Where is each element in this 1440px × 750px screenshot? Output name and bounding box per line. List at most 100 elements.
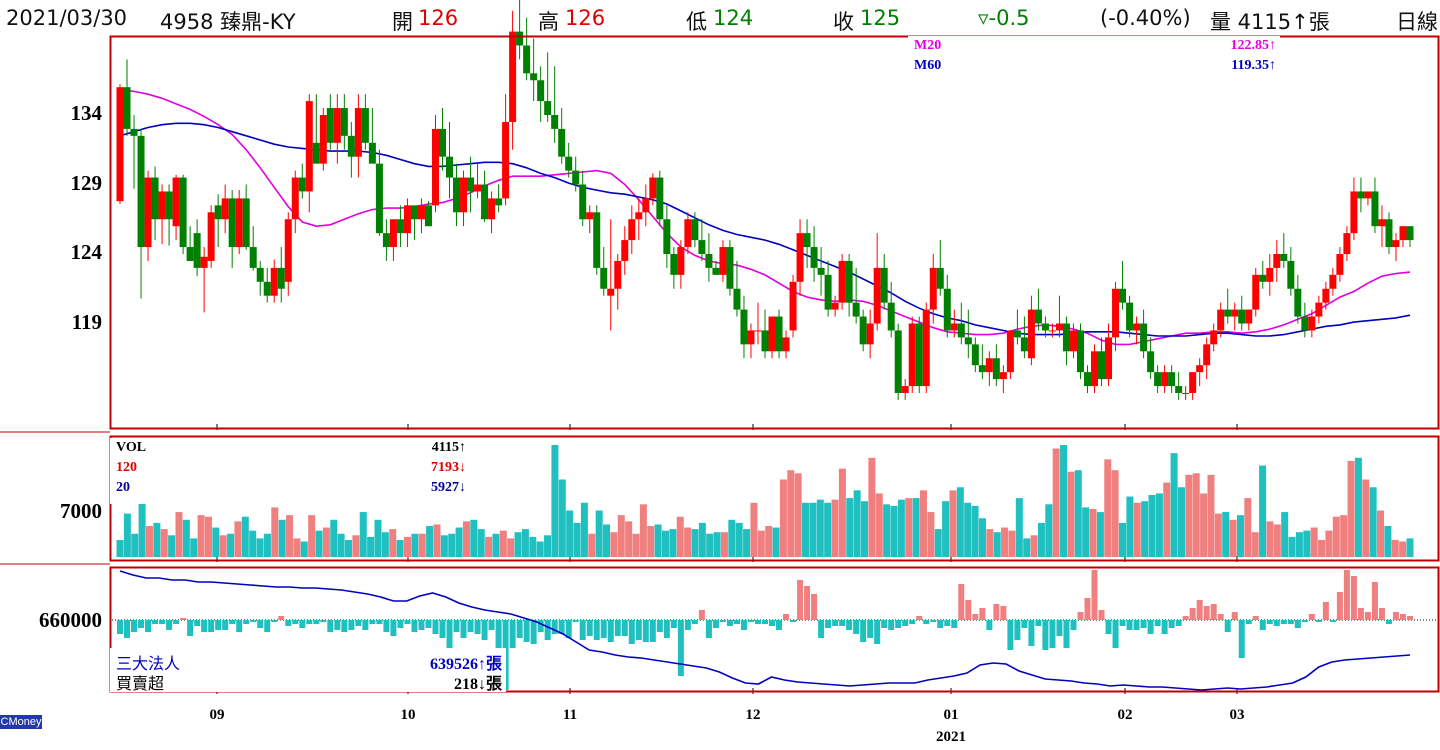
- inst-net-bar: [243, 620, 250, 624]
- volume-bar: [1377, 510, 1385, 557]
- inst-net-bar: [362, 620, 369, 630]
- inst-net-bar: [705, 620, 712, 638]
- inst-net-bar: [825, 620, 832, 628]
- volume-bar: [794, 473, 802, 557]
- inst-net-bar: [698, 610, 705, 620]
- inst-net-bar: [530, 620, 537, 644]
- volume-bar: [1369, 487, 1377, 557]
- inst-net-bar: [860, 620, 867, 642]
- inst-net-bar: [1077, 612, 1084, 620]
- candle-body: [1062, 323, 1070, 352]
- candle-body: [971, 344, 979, 366]
- candle-body: [1371, 191, 1379, 227]
- period-selector[interactable]: 日線: [1396, 10, 1438, 34]
- inst-net-bar: [1378, 608, 1385, 620]
- vol-value: 4115↑: [431, 440, 466, 455]
- candle-body: [1224, 309, 1232, 317]
- inst-net-bar: [1336, 592, 1343, 620]
- volume-bar: [551, 445, 559, 557]
- volume-bar: [1229, 519, 1237, 557]
- candle-body: [551, 115, 559, 129]
- inst-net-bar: [320, 620, 327, 622]
- inst-net-bar: [579, 620, 586, 640]
- inst-net-bar: [635, 620, 642, 640]
- candle-body: [207, 212, 215, 261]
- ma60-name: M60: [914, 58, 942, 73]
- candle-body: [340, 108, 348, 136]
- inst-net-bar: [874, 620, 881, 644]
- volume-bar: [1332, 516, 1340, 557]
- candle-body: [614, 260, 622, 289]
- volume-bar: [544, 535, 552, 557]
- volume-bar: [263, 533, 271, 557]
- volume-bar: [1163, 482, 1171, 557]
- inst-net-bar: [1231, 612, 1238, 620]
- candle-body: [361, 108, 369, 143]
- ma-legend: M20 122.85↑ M60 119.35↑: [908, 36, 1280, 82]
- candle-body: [740, 309, 748, 345]
- candle-body: [1126, 302, 1134, 331]
- candle-body: [333, 108, 341, 143]
- inst-net-bar: [1175, 620, 1182, 626]
- inst-net-bar: [1154, 620, 1161, 626]
- volume-bar: [603, 524, 611, 557]
- inst-net-bar: [250, 620, 257, 622]
- volume-bar: [890, 505, 898, 557]
- candle-body: [1259, 274, 1267, 282]
- inst-net-bar: [1224, 620, 1231, 632]
- volume-bar: [1281, 512, 1289, 557]
- candle-body: [649, 177, 657, 199]
- inst-net-bar: [467, 620, 474, 632]
- inst-net-bar: [846, 620, 853, 630]
- volume-bar: [322, 527, 330, 557]
- volume-bar: [757, 530, 765, 557]
- candle-body: [1266, 267, 1274, 282]
- m20-line: [119, 89, 1411, 346]
- inst-net-bar: [523, 620, 530, 642]
- inst-net-bar: [909, 620, 916, 624]
- candle-body: [137, 135, 145, 248]
- volume-bar: [772, 527, 780, 557]
- candle-body: [474, 184, 482, 192]
- candle-body: [326, 108, 334, 143]
- volume-bar: [521, 529, 529, 557]
- volume-bar: [1067, 471, 1075, 557]
- inst-net-bar: [930, 620, 937, 622]
- candle-body: [705, 254, 713, 268]
- candle-body: [796, 233, 804, 282]
- candle-body: [656, 177, 664, 220]
- volume-bar: [706, 533, 714, 557]
- candle-body: [151, 177, 159, 220]
- candle-body: [530, 73, 538, 81]
- inst-net-bar: [853, 620, 860, 634]
- cmoney-logo[interactable]: CMoney: [0, 715, 42, 729]
- volume-bar: [639, 504, 647, 557]
- inst-net-bar: [138, 620, 145, 628]
- ma20-legend-row: M20 122.85↑: [908, 36, 1280, 56]
- candle-body: [417, 205, 425, 220]
- candle-body: [1098, 351, 1106, 380]
- candle-body: [1399, 226, 1407, 241]
- inst-net-bar: [776, 620, 783, 630]
- inst-net-bar: [797, 580, 804, 620]
- candle-body: [537, 80, 545, 102]
- volume-bar: [1104, 459, 1112, 557]
- candle-body: [165, 191, 173, 220]
- inst-net-bar: [944, 620, 951, 626]
- candle-body: [1020, 337, 1028, 352]
- inst-net-bar: [341, 620, 348, 632]
- candle-body: [1175, 386, 1183, 393]
- candle-body: [1287, 260, 1295, 289]
- volume-bar: [1303, 530, 1311, 557]
- inst-net-bar: [600, 620, 607, 638]
- month-label-11: 11: [562, 707, 578, 723]
- month-label-09: 09: [209, 707, 225, 723]
- candle-body: [1364, 191, 1372, 199]
- volume-bar: [411, 533, 419, 557]
- inst-net-bar: [229, 620, 236, 624]
- inst-net-bar: [1364, 612, 1371, 620]
- inst-net-bar: [1203, 606, 1210, 620]
- inst-net-bar: [769, 620, 776, 626]
- candle-body: [1154, 372, 1162, 387]
